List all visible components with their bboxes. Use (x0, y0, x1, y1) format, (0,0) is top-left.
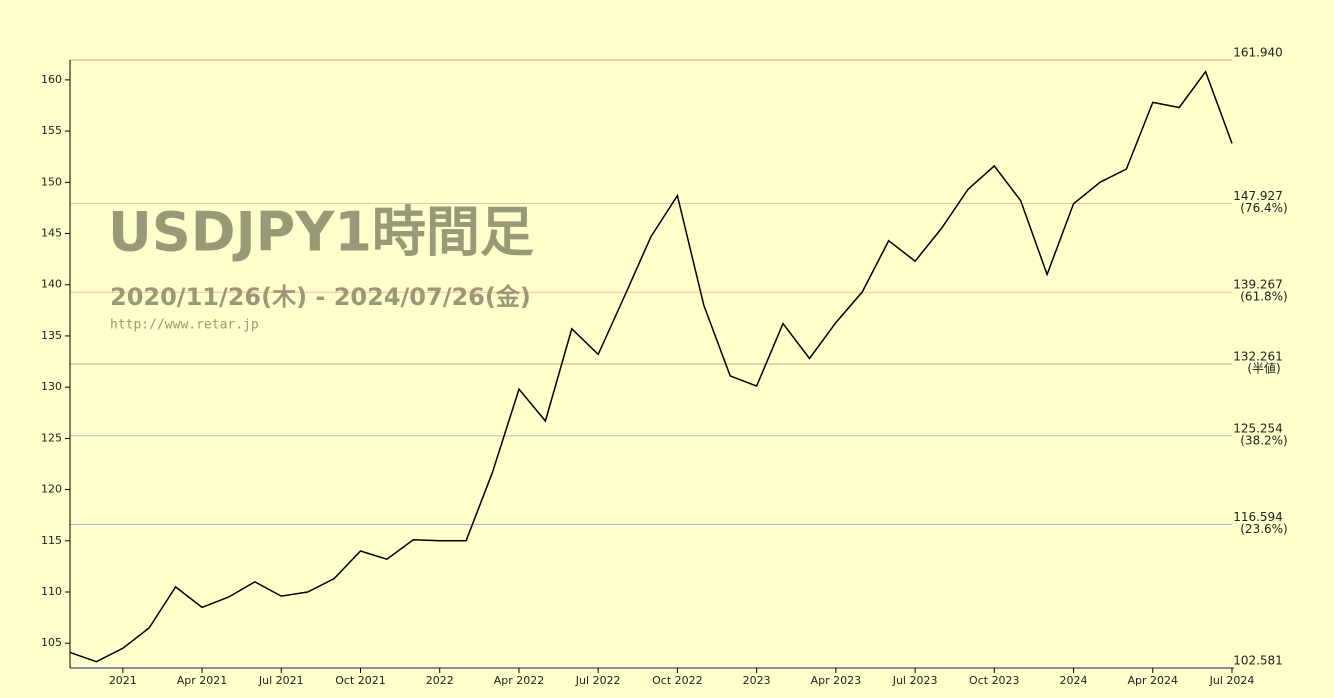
x-tick-label: Apr 2021 (177, 674, 228, 687)
level-note: (61.8%) (1240, 290, 1287, 304)
x-tick-label: Oct 2022 (652, 674, 703, 687)
level-note: (半値) (1247, 360, 1280, 375)
x-tick-label: Apr 2024 (1128, 674, 1179, 687)
y-tick-label: 120 (41, 483, 62, 496)
y-tick-label: 115 (41, 534, 62, 547)
level-label: 125.254 (1233, 421, 1283, 435)
chart-subtitle: 2020/11/26(木) - 2024/07/26(金) (110, 283, 531, 311)
level-note: (23.6%) (1240, 522, 1287, 536)
y-tick-label: 140 (41, 278, 62, 291)
chart-title: USDJPY1時間足 (108, 201, 534, 264)
x-tick-label: 2021 (109, 674, 137, 687)
level-note: (76.4%) (1240, 201, 1287, 215)
source: http://www.retar.jp (110, 318, 259, 333)
y-tick-label: 155 (41, 124, 62, 137)
x-tick-label: Apr 2023 (811, 674, 862, 687)
y-tick-label: 135 (41, 329, 62, 342)
x-tick-label: 2022 (426, 674, 454, 687)
x-tick-label: Jul 2022 (575, 674, 621, 687)
x-tick-label: Jul 2023 (892, 674, 938, 687)
y-tick-label: 105 (41, 636, 62, 649)
price-line (69, 70, 1233, 663)
y-tick-label: 110 (41, 585, 62, 598)
level-label: 139.267 (1233, 278, 1283, 292)
level-label: 161.940 (1233, 46, 1283, 60)
y-tick-label: 125 (41, 431, 62, 444)
level-note: (38.2%) (1240, 433, 1287, 447)
level-label: 147.927 (1233, 189, 1283, 203)
y-tick-label: 150 (41, 175, 62, 188)
level-label: 132.261 (1233, 349, 1283, 363)
y-tick-label: 130 (41, 380, 62, 393)
y-tick-label: 145 (41, 227, 62, 240)
x-tick-label: 2023 (743, 674, 771, 687)
x-tick-label: Apr 2022 (494, 674, 545, 687)
x-tick-label: Oct 2023 (969, 674, 1020, 687)
x-tick-label: 2024 (1060, 674, 1088, 687)
x-tick-label: Jul 2024 (1209, 674, 1255, 687)
level-label: 102.581 (1233, 654, 1283, 668)
level-label: 116.594 (1233, 510, 1283, 524)
x-tick-label: Jul 2021 (258, 674, 304, 687)
x-tick-label: Oct 2021 (335, 674, 386, 687)
y-tick-label: 160 (41, 73, 62, 86)
